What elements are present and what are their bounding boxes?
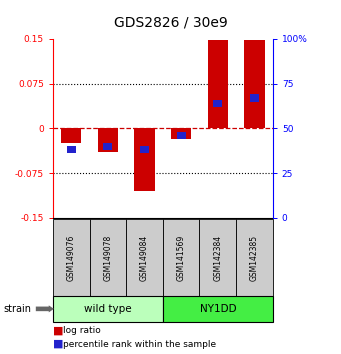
Text: NY1DD: NY1DD <box>199 304 236 314</box>
Text: GDS2826 / 30e9: GDS2826 / 30e9 <box>114 16 227 30</box>
Bar <box>171 129 191 139</box>
Bar <box>103 143 113 150</box>
Bar <box>177 132 186 139</box>
Bar <box>250 95 259 102</box>
Text: GSM142385: GSM142385 <box>250 234 259 281</box>
Text: wild type: wild type <box>84 304 132 314</box>
Text: GSM142384: GSM142384 <box>213 234 222 281</box>
Bar <box>244 40 265 129</box>
Text: ■: ■ <box>53 326 63 336</box>
Text: log ratio: log ratio <box>63 326 101 336</box>
Text: GSM149076: GSM149076 <box>67 234 76 281</box>
Bar <box>213 100 222 107</box>
Text: GSM141569: GSM141569 <box>177 234 186 281</box>
Text: GSM149078: GSM149078 <box>103 234 112 281</box>
Text: ■: ■ <box>53 339 63 349</box>
Bar <box>66 146 76 153</box>
Bar <box>208 40 228 129</box>
Bar <box>140 146 149 153</box>
Bar <box>98 129 118 152</box>
Text: strain: strain <box>3 304 31 314</box>
Text: GSM149084: GSM149084 <box>140 234 149 281</box>
Text: percentile rank within the sample: percentile rank within the sample <box>63 339 216 349</box>
Bar <box>134 129 154 191</box>
Bar <box>61 129 81 143</box>
